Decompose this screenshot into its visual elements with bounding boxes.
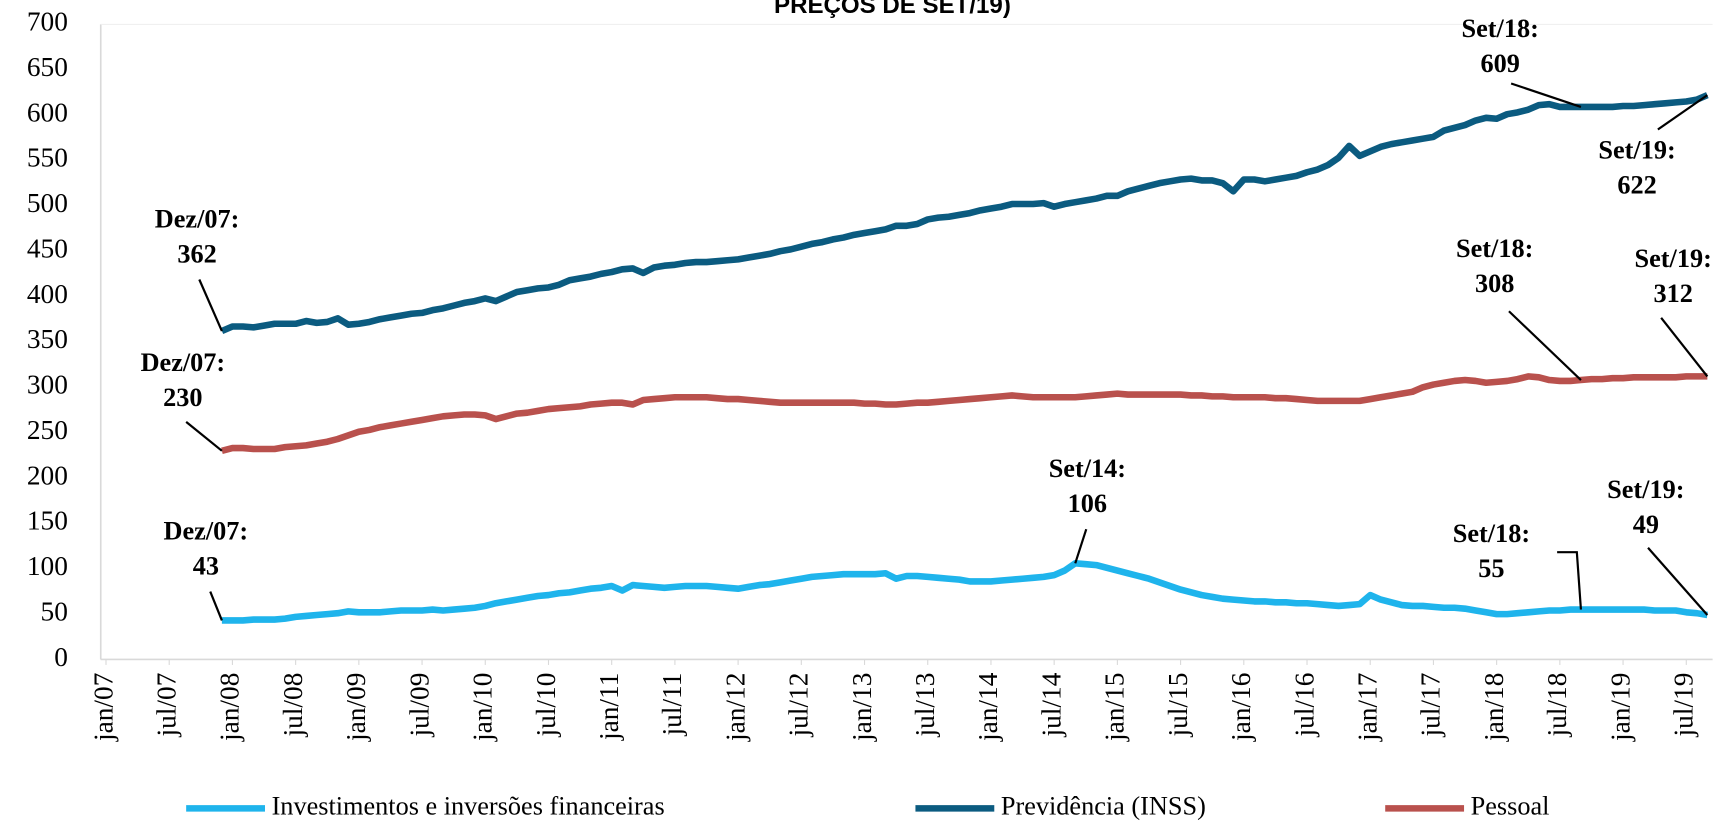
annotation-text: 106 (1068, 489, 1107, 518)
legend-label: Previdência (INSS) (1001, 791, 1206, 820)
y-tick-label: 0 (54, 642, 68, 672)
x-tick-label: jan/09 (341, 673, 371, 742)
annotation-text: Set/18: (1456, 234, 1533, 263)
series-line (221, 373, 1708, 454)
x-tick-label: jul/18 (1542, 673, 1572, 738)
y-tick-label: 450 (27, 233, 68, 263)
x-tick-label: jul/17 (1416, 673, 1446, 738)
x-tick-label: jul/07 (152, 673, 182, 738)
x-tick-label: jan/16 (1226, 673, 1256, 742)
annotation-text: Set/18: (1462, 14, 1539, 43)
annotation-text: 55 (1478, 554, 1504, 583)
x-tick-label: jul/10 (531, 673, 561, 738)
series-line (220, 92, 1709, 335)
y-tick-label: 500 (27, 188, 68, 218)
annotation-leader (1660, 317, 1709, 378)
x-tick-label: jul/11 (657, 673, 687, 737)
x-tick-label: jan/14 (973, 672, 1003, 742)
annotation-leader (198, 279, 223, 332)
annotation-text: 43 (193, 552, 219, 581)
annotation-leader (1557, 551, 1583, 610)
annotation-text: 609 (1480, 49, 1519, 78)
x-tick-label: jul/16 (1289, 673, 1319, 738)
x-tick-label: jul/08 (278, 673, 308, 738)
annotation-leader (185, 421, 223, 452)
annotation-text: 49 (1633, 510, 1659, 539)
x-tick-label: jan/11 (594, 673, 624, 741)
y-tick-label: 550 (27, 143, 68, 173)
annotation-text: Dez/07: (155, 204, 240, 233)
x-tick-label: jan/12 (720, 673, 750, 742)
legend-label: Investimentos e inversões financeiras (272, 791, 665, 820)
x-tick-label: jan/17 (1353, 673, 1383, 742)
x-tick-label: jan/19 (1605, 673, 1635, 742)
annotation-text: Set/18: (1453, 519, 1530, 548)
y-tick-label: 600 (27, 97, 68, 127)
x-tick-label: jan/08 (215, 673, 245, 742)
y-tick-label: 150 (27, 506, 68, 536)
y-tick-label: 700 (27, 7, 68, 37)
x-tick-label: jul/15 (1163, 673, 1193, 738)
x-tick-label: jan/13 (847, 673, 877, 742)
annotation-text: Set/14: (1049, 454, 1126, 483)
annotation-text: 308 (1475, 269, 1514, 298)
x-tick-label: jan/15 (1100, 673, 1130, 742)
y-tick-label: 250 (27, 415, 68, 445)
annotation-text: Set/19: (1607, 475, 1684, 504)
y-tick-label: 100 (27, 551, 68, 581)
annotation-text: Set/19: (1635, 244, 1712, 273)
y-tick-label: 50 (41, 596, 68, 626)
x-tick-label: jul/14 (1036, 672, 1066, 737)
annotation-text: 230 (163, 383, 202, 412)
y-tick-label: 650 (27, 52, 68, 82)
x-tick-label: jul/12 (784, 673, 814, 738)
x-tick-label: jul/09 (404, 673, 434, 738)
annotation-leader (209, 591, 223, 621)
annotation-leader (1508, 310, 1582, 381)
chart-title: PREÇOS DE SET/19) (774, 0, 1011, 19)
x-tick-label: jan/18 (1479, 673, 1509, 742)
annotation-leader (1510, 82, 1582, 108)
annotation-text: Dez/07: (164, 517, 249, 546)
annotation-leader (1074, 528, 1088, 564)
y-tick-label: 300 (27, 370, 68, 400)
x-tick-label: jan/07 (88, 673, 118, 742)
annotation-text: Set/19: (1598, 136, 1675, 165)
annotation-leader (1647, 547, 1709, 616)
x-tick-label: jul/19 (1669, 673, 1699, 738)
annotation-text: Dez/07: (141, 348, 226, 377)
annotation-text: 312 (1653, 279, 1692, 308)
x-tick-label: jan/10 (468, 673, 498, 742)
y-tick-label: 200 (27, 460, 68, 490)
series-line (221, 560, 1708, 624)
y-tick-label: 350 (27, 324, 68, 354)
x-tick-label: jul/13 (910, 673, 940, 738)
annotation-leader (1657, 94, 1708, 131)
legend-label: Pessoal (1471, 791, 1550, 820)
annotation-text: 622 (1617, 171, 1656, 200)
y-tick-label: 400 (27, 279, 68, 309)
annotation-text: 362 (177, 240, 216, 269)
